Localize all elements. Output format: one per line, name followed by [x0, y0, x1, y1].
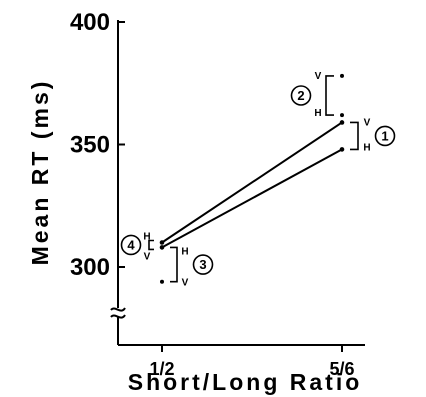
- annotation-number: 3: [199, 257, 206, 272]
- series-point: [339, 120, 345, 125]
- series-line: [161, 121, 343, 244]
- annotation-number: 4: [127, 237, 135, 252]
- annotation-circle: [290, 85, 312, 106]
- annotation-letter: H: [363, 142, 370, 153]
- series-line: [161, 148, 343, 249]
- annotation-letter: V: [182, 278, 189, 289]
- axis-break-mark: [110, 307, 126, 319]
- annotation-letter: H: [314, 108, 321, 119]
- annotation-letter: H: [181, 246, 188, 257]
- annotation-point: [340, 73, 344, 78]
- annotation-point: [340, 113, 344, 118]
- y-ticks: 400 350 300: [70, 9, 125, 281]
- series-point: [159, 240, 165, 245]
- series-layer: [159, 120, 345, 250]
- y-axis-title: Mean RT (ms): [27, 79, 53, 266]
- annotation-bracket: [170, 246, 178, 283]
- annotation-bracket: [148, 239, 154, 251]
- annotation-bracket: [325, 75, 334, 116]
- x-axis-title: Short/Long Ratio: [128, 369, 363, 395]
- annotation-letter: H: [143, 232, 150, 243]
- x-ticks: 1/2 5/6: [149, 345, 355, 379]
- y-tick-label: 300: [70, 254, 110, 281]
- series-point: [159, 245, 165, 250]
- annotation-point: [160, 279, 164, 284]
- annotation-letter: V: [315, 71, 322, 82]
- annotation-number: 2: [297, 88, 304, 103]
- y-tick-label: 350: [70, 132, 110, 159]
- annotation-number: 1: [381, 128, 388, 143]
- annotation-letter: V: [364, 117, 371, 128]
- annotation-letter: V: [144, 251, 151, 262]
- x-tick-label: 1/2: [149, 359, 174, 379]
- x-tick-label: 5/6: [329, 359, 354, 379]
- annotation-bracket: [350, 121, 359, 151]
- y-tick-label: 400: [70, 9, 110, 36]
- annotation-circle: [192, 254, 214, 275]
- annotation-circle: [120, 234, 142, 256]
- annotation-circle: [374, 125, 396, 147]
- series-point: [339, 147, 345, 152]
